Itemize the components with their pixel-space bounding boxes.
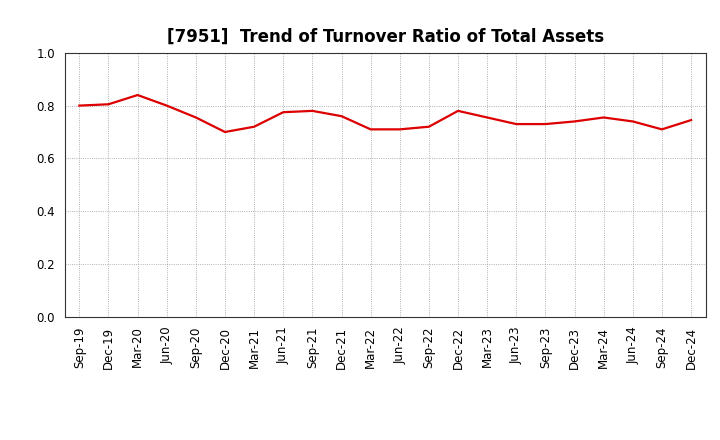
Title: [7951]  Trend of Turnover Ratio of Total Assets: [7951] Trend of Turnover Ratio of Total …	[166, 28, 604, 46]
